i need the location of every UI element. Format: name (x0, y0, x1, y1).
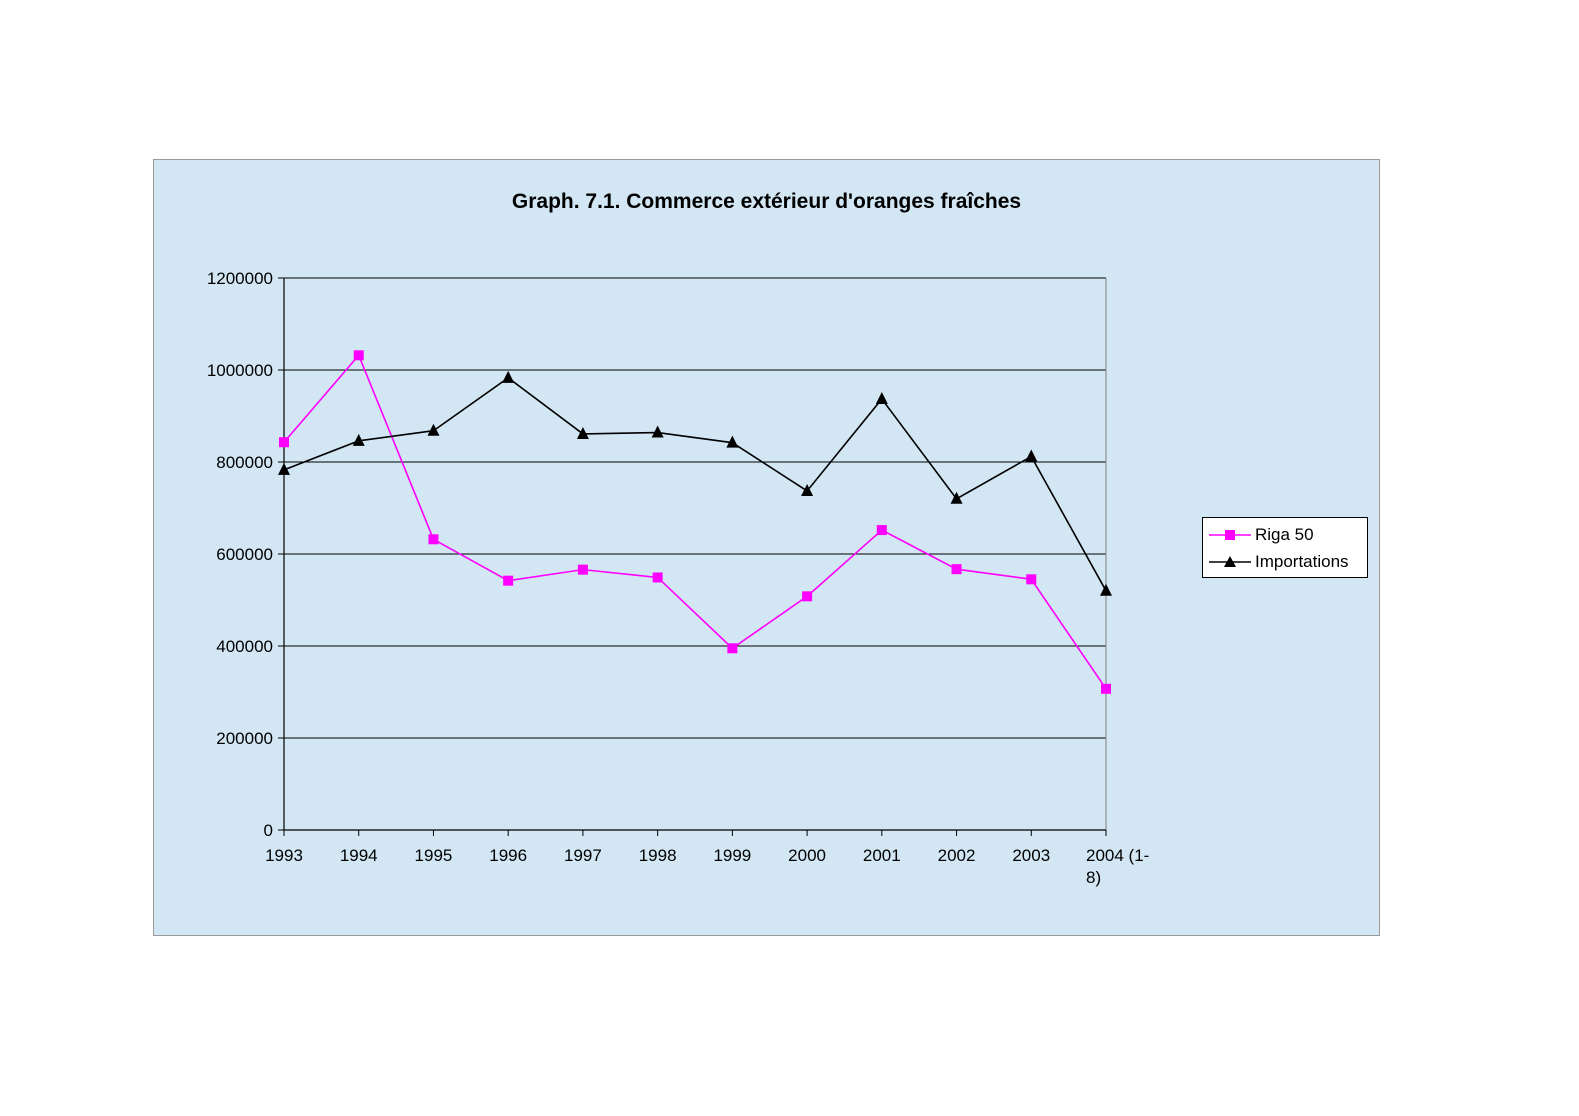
data-point (576, 426, 589, 439)
data-point (802, 591, 813, 602)
y-tick-label: 1000000 (207, 361, 273, 380)
data-point (951, 564, 962, 575)
chart-title: Graph. 7.1. Commerce extérieur d'oranges… (511, 190, 1022, 213)
legend-item-riga-50: Riga 50 (1209, 524, 1314, 546)
y-tick-label: 600000 (216, 545, 273, 564)
y-tick-label: 1200000 (207, 269, 273, 288)
chart-area: Graph. 7.1. Commerce extérieur d'oranges… (153, 159, 1380, 936)
data-point (651, 425, 664, 438)
x-tick-label: 1995 (415, 846, 453, 865)
data-point (875, 391, 888, 404)
x-tick-label: 1997 (564, 846, 602, 865)
data-point (1100, 583, 1112, 596)
series-line-riga-50 (283, 353, 1107, 690)
legend-marker-riga-50 (1209, 530, 1251, 540)
y-tick-label: 800000 (216, 453, 273, 472)
y-tick-label: 0 (264, 821, 273, 840)
x-tick-label: 1993 (265, 846, 303, 865)
x-tick-label: 2001 (863, 846, 901, 865)
data-point (278, 462, 290, 475)
data-point (577, 564, 588, 575)
data-point (652, 572, 663, 583)
data-point (353, 350, 364, 361)
x-tick-label: 1996 (489, 846, 527, 865)
data-point (876, 525, 887, 536)
x-tick-label: 2002 (938, 846, 976, 865)
legend-marker-importations (1209, 556, 1251, 567)
data-point (1026, 574, 1037, 585)
data-point (801, 483, 814, 496)
x-tick-label: 1994 (340, 846, 378, 865)
chart-legend: Riga 50 Importations (1202, 517, 1368, 578)
x-tick-label: 2000 (788, 846, 826, 865)
data-point (1101, 683, 1111, 694)
x-tick-label: 1999 (713, 846, 751, 865)
data-point (950, 491, 963, 504)
data-point (279, 437, 289, 448)
series-line-importations (283, 376, 1107, 592)
data-point (727, 643, 738, 654)
chart-plot: 0 200000 400000 600000 800000 1000000 1200000 1… (207, 269, 1150, 887)
data-point (726, 435, 739, 448)
data-point (1025, 449, 1038, 462)
legend-label-importations: Importations (1255, 552, 1349, 571)
y-tick-label: 200000 (216, 729, 273, 748)
data-point (352, 433, 365, 446)
x-tick-label: 2004 (1-8) (1086, 846, 1149, 887)
x-tick-label: 2003 (1012, 846, 1050, 865)
data-point (427, 423, 440, 436)
legend-label-riga-50: Riga 50 (1255, 525, 1314, 544)
data-point (428, 534, 439, 545)
y-tick-label: 400000 (216, 637, 273, 656)
data-point (502, 370, 515, 383)
data-point (503, 575, 514, 586)
x-tick-label: 1998 (639, 846, 677, 865)
legend-item-importations: Importations (1209, 551, 1349, 573)
